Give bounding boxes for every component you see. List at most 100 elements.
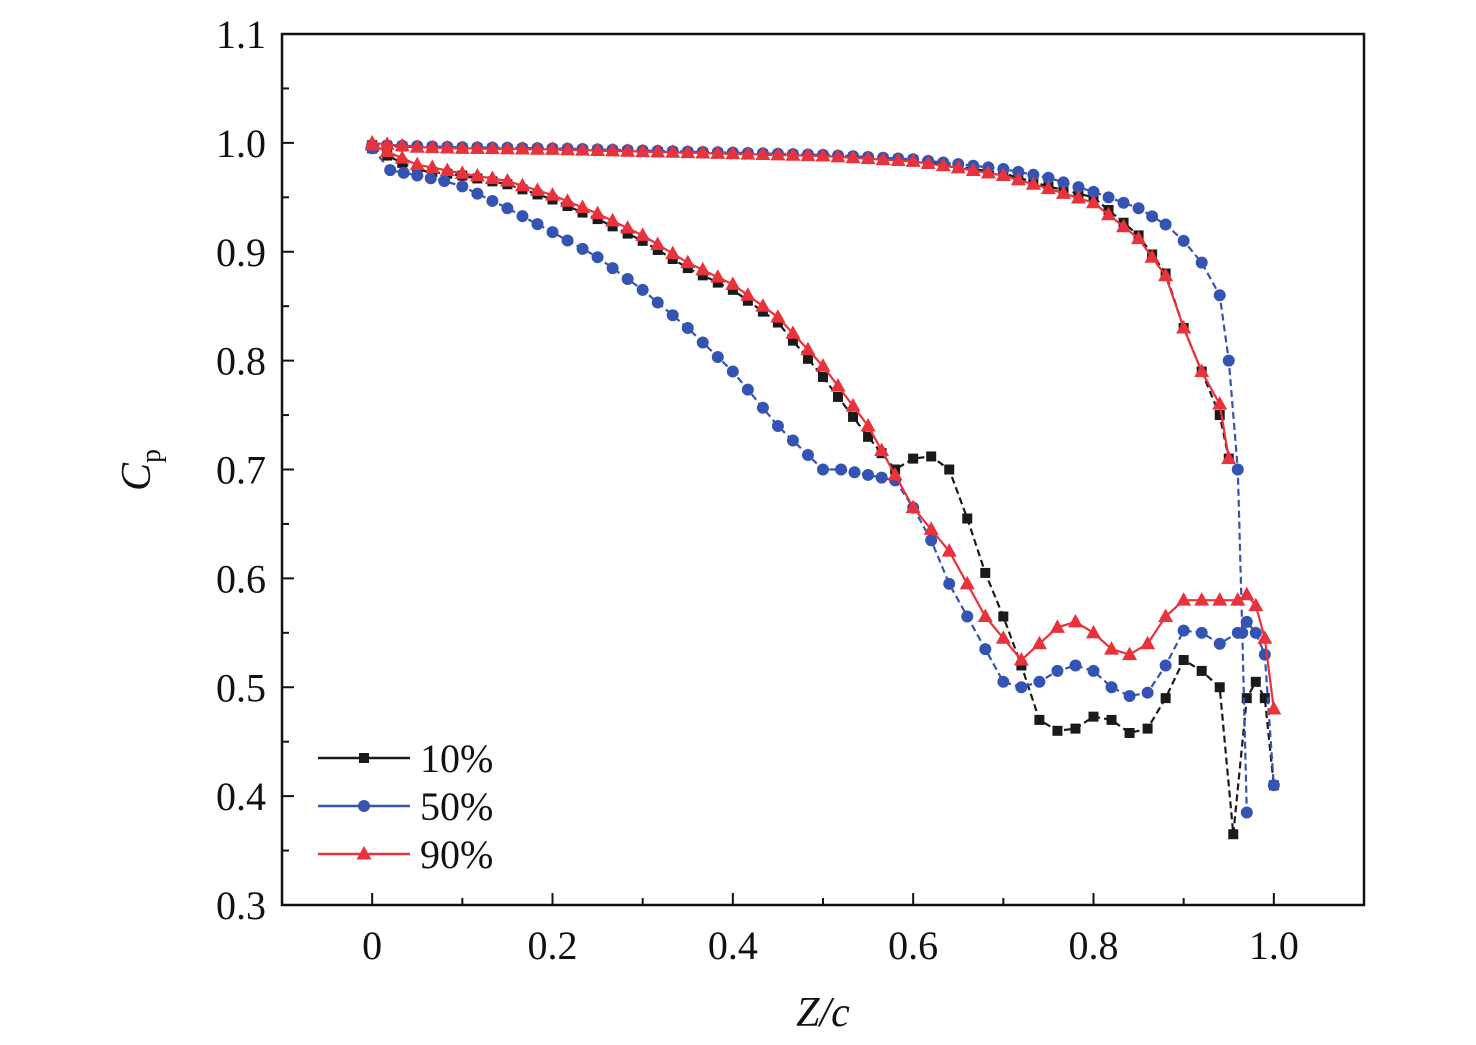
- data-point: [1141, 686, 1154, 699]
- data-point: [1132, 202, 1145, 215]
- data-point: [1241, 693, 1252, 704]
- data-point: [560, 141, 576, 156]
- series-line: [372, 144, 1230, 459]
- data-point: [620, 143, 636, 157]
- legend-swatch-marker: [356, 846, 372, 860]
- data-point: [1258, 648, 1271, 661]
- data-point: [997, 675, 1010, 688]
- data-point: [860, 417, 876, 432]
- data-point: [860, 150, 876, 165]
- data-point: [681, 321, 694, 334]
- data-point: [411, 169, 424, 182]
- data-point: [1101, 206, 1117, 221]
- data-point: [1222, 354, 1235, 367]
- data-point: [874, 442, 890, 456]
- data-point: [1212, 396, 1228, 410]
- y-tick-label: 0.8: [216, 339, 266, 384]
- data-point: [756, 401, 769, 414]
- data-point: [456, 180, 469, 193]
- data-point: [920, 155, 936, 170]
- data-point: [1267, 779, 1280, 792]
- data-point: [1117, 196, 1130, 209]
- x-tick-label: 0.4: [708, 923, 758, 968]
- y-axis-title-main: C: [114, 462, 160, 491]
- data-point: [787, 335, 798, 346]
- data-point: [979, 643, 992, 656]
- data-point: [1178, 655, 1189, 666]
- data-point: [486, 194, 499, 207]
- data-point: [887, 466, 903, 481]
- data-point: [591, 251, 604, 264]
- data-point: [546, 226, 559, 239]
- x-tick-label: 0.6: [888, 923, 938, 968]
- data-point: [605, 142, 621, 157]
- data-point: [710, 145, 726, 159]
- data-point: [561, 234, 574, 247]
- data-point: [635, 227, 651, 241]
- x-tick-label: 0.8: [1069, 923, 1119, 968]
- data-point: [438, 174, 451, 187]
- data-point: [665, 144, 681, 158]
- data-point: [379, 136, 395, 150]
- data-point: [576, 242, 589, 255]
- legend-label: 50%: [420, 784, 493, 829]
- data-point: [961, 610, 974, 623]
- data-point: [817, 463, 829, 476]
- data-point: [818, 371, 828, 382]
- data-point: [1034, 714, 1045, 725]
- data-point: [424, 172, 437, 185]
- data-point: [977, 608, 993, 622]
- data-point: [1159, 218, 1172, 231]
- data-point: [1124, 727, 1135, 738]
- data-point: [1212, 592, 1228, 606]
- data-point: [802, 353, 813, 364]
- data-point: [962, 513, 973, 524]
- data-point: [531, 218, 544, 231]
- data-point: [926, 451, 937, 462]
- data-point: [529, 182, 545, 196]
- data-point: [1033, 675, 1046, 688]
- data-point: [1057, 176, 1070, 189]
- data-point: [1266, 701, 1282, 715]
- data-point: [384, 164, 397, 177]
- data-point: [484, 140, 500, 155]
- data-point: [1195, 256, 1208, 269]
- legend-label: 10%: [420, 736, 493, 781]
- data-point: [863, 431, 874, 442]
- series-layer: [364, 134, 1282, 840]
- data-point: [1196, 665, 1207, 676]
- data-point: [379, 143, 395, 158]
- data-point: [862, 468, 875, 481]
- data-point: [501, 202, 514, 215]
- data-point: [545, 141, 560, 155]
- data-point: [1051, 664, 1064, 677]
- data-point: [529, 141, 545, 155]
- data-point: [1240, 615, 1253, 628]
- data-point: [770, 309, 786, 323]
- data-point: [499, 140, 515, 155]
- data-point: [1140, 635, 1156, 650]
- legend-item: 90%: [318, 832, 493, 877]
- data-point: [1116, 218, 1132, 233]
- data-point: [998, 611, 1009, 622]
- data-point: [833, 391, 844, 402]
- data-point: [514, 177, 530, 192]
- data-point: [590, 142, 606, 156]
- data-point: [484, 170, 500, 184]
- data-point: [1159, 659, 1172, 672]
- data-point: [621, 272, 634, 285]
- data-point: [1250, 676, 1261, 687]
- data-point: [1122, 646, 1138, 661]
- data-point: [1195, 626, 1208, 639]
- data-point: [1158, 608, 1174, 622]
- data-point: [965, 162, 981, 176]
- data-point: [725, 145, 741, 160]
- data-point: [1231, 463, 1244, 476]
- data-point: [725, 276, 741, 290]
- data-point: [875, 151, 891, 166]
- data-point: [397, 166, 410, 179]
- data-point: [1067, 613, 1083, 628]
- y-tick-label: 0.7: [216, 448, 266, 493]
- data-point: [635, 143, 651, 158]
- data-point: [1177, 234, 1190, 247]
